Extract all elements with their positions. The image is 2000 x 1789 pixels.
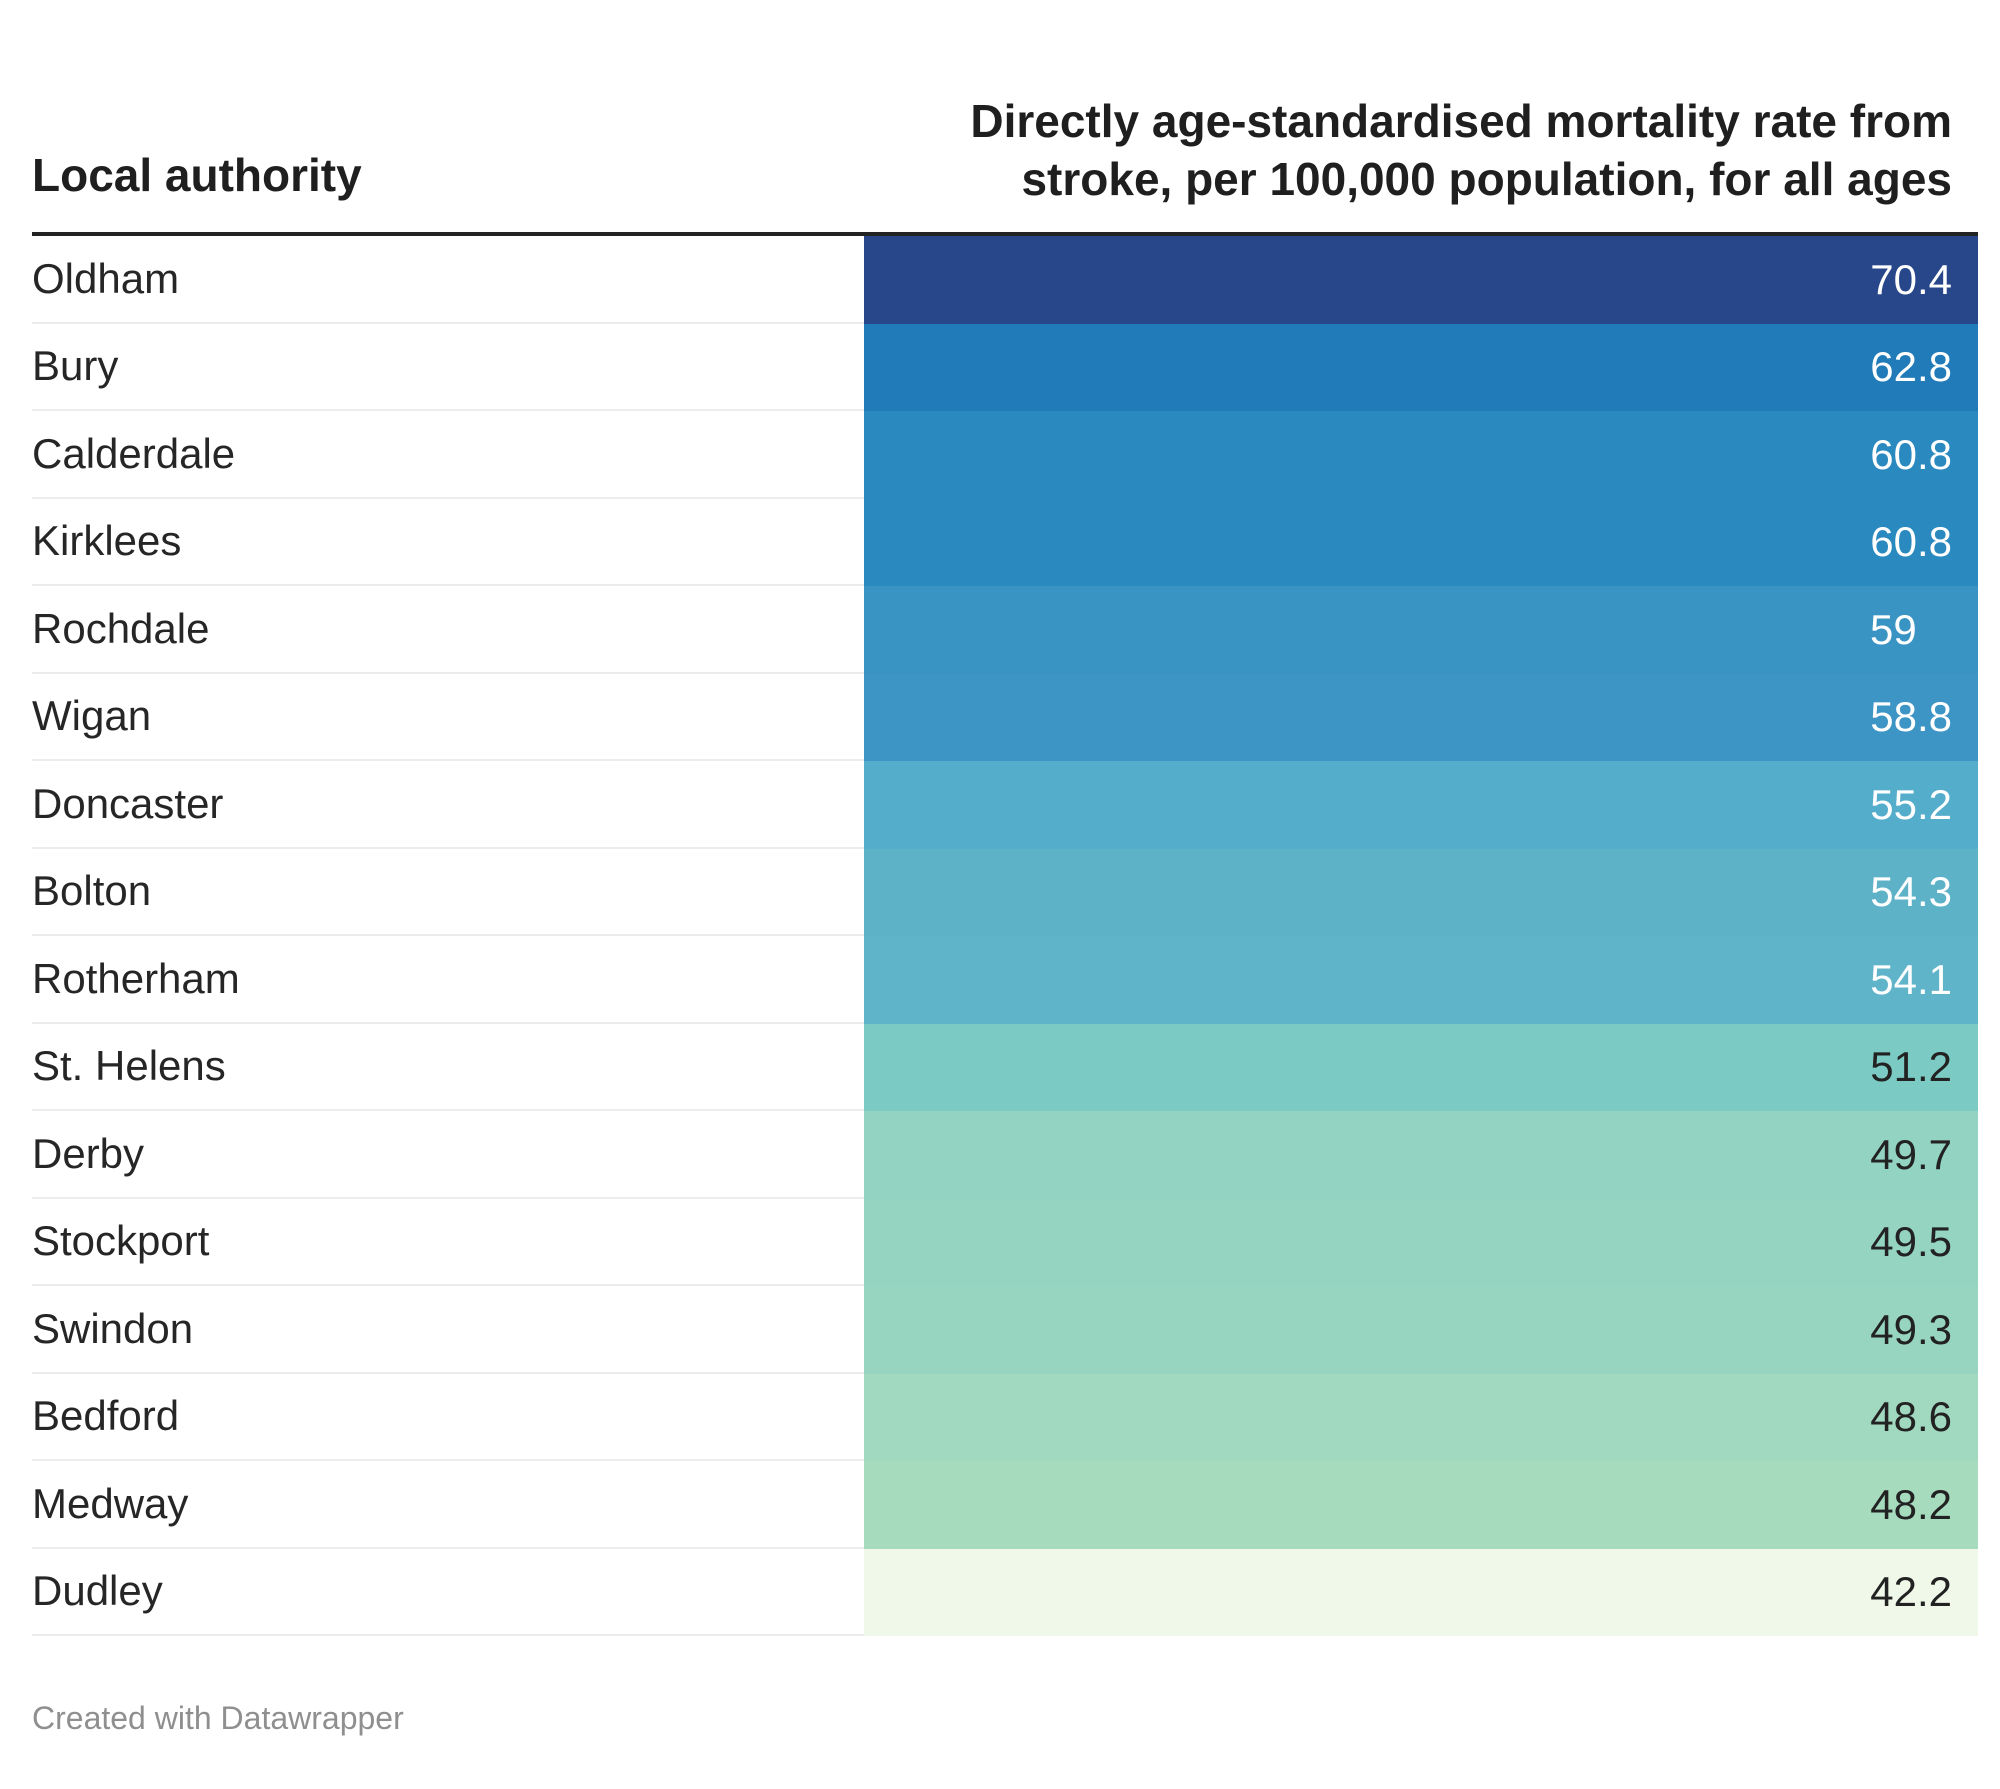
- mortality-rate-value: 48.6: [864, 1373, 1978, 1461]
- authority-name: Wigan: [32, 674, 864, 761]
- mortality-rate-value: 51.2: [864, 1023, 1978, 1111]
- mortality-rate-value: 54.1: [864, 936, 1978, 1024]
- authority-name: Derby: [32, 1111, 864, 1199]
- table-row: Rochdale 59: [32, 586, 1978, 674]
- mortality-rate-value: 70.4: [864, 236, 1978, 324]
- table-row: Kirklees 60.8: [32, 498, 1978, 586]
- table-row: Swindon 49.3: [32, 1286, 1978, 1374]
- authority-name: Kirklees: [32, 499, 864, 586]
- table-row: Oldham 70.4: [32, 236, 1978, 324]
- authority-name: Dudley: [32, 1549, 864, 1636]
- authority-name: Bolton: [32, 849, 864, 936]
- table-row: Dudley 42.2: [32, 1548, 1978, 1636]
- table-row: Rotherham 54.1: [32, 936, 1978, 1024]
- authority-name: Oldham: [32, 236, 864, 324]
- table-row: Bolton 54.3: [32, 848, 1978, 936]
- mortality-rate-value: 48.2: [864, 1461, 1978, 1549]
- table-row: Bury 62.8: [32, 323, 1978, 411]
- authority-name: Calderdale: [32, 411, 864, 499]
- datawrapper-credit: Created with Datawrapper: [32, 1700, 404, 1736]
- mortality-rate-value: 58.8: [864, 673, 1978, 761]
- mortality-rate-value: 60.8: [864, 411, 1978, 499]
- table-row: Medway 48.2: [32, 1461, 1978, 1549]
- mortality-rate-value: 42.2: [864, 1548, 1978, 1636]
- stroke-mortality-table: Local authority Directly age-standardise…: [32, 0, 1978, 1636]
- table-row: Bedford 48.6: [32, 1373, 1978, 1461]
- authority-name: Rotherham: [32, 936, 864, 1024]
- authority-name: Medway: [32, 1461, 864, 1549]
- authority-name: St. Helens: [32, 1024, 864, 1111]
- table-header: Local authority Directly age-standardise…: [32, 0, 1978, 236]
- authority-name: Bury: [32, 324, 864, 411]
- mortality-rate-value: 62.8: [864, 323, 1978, 411]
- column-header-local-authority[interactable]: Local authority: [32, 149, 362, 201]
- column-header-mortality-rate[interactable]: Directly age-standardised mortality rate…: [970, 95, 1952, 205]
- mortality-rate-value: 49.5: [864, 1198, 1978, 1286]
- mortality-rate-value: 59: [864, 586, 1978, 674]
- table-row: Derby 49.7: [32, 1111, 1978, 1199]
- authority-name: Doncaster: [32, 761, 864, 849]
- table-body: Oldham 70.4 Bury 62.8 Calderdale 60.8 Kirklees…: [32, 236, 1978, 1636]
- authority-name: Rochdale: [32, 586, 864, 674]
- mortality-rate-value: 55.2: [864, 761, 1978, 849]
- table-row: St. Helens 51.2: [32, 1023, 1978, 1111]
- authority-name: Bedford: [32, 1374, 864, 1461]
- table-row: Doncaster 55.2: [32, 761, 1978, 849]
- authority-name: Stockport: [32, 1199, 864, 1286]
- mortality-rate-value: 60.8: [864, 498, 1978, 586]
- table-row: Wigan 58.8: [32, 673, 1978, 761]
- mortality-rate-value: 49.3: [864, 1286, 1978, 1374]
- authority-name: Swindon: [32, 1286, 864, 1374]
- table-row: Calderdale 60.8: [32, 411, 1978, 499]
- mortality-rate-value: 54.3: [864, 848, 1978, 936]
- mortality-rate-value: 49.7: [864, 1111, 1978, 1199]
- table-row: Stockport 49.5: [32, 1198, 1978, 1286]
